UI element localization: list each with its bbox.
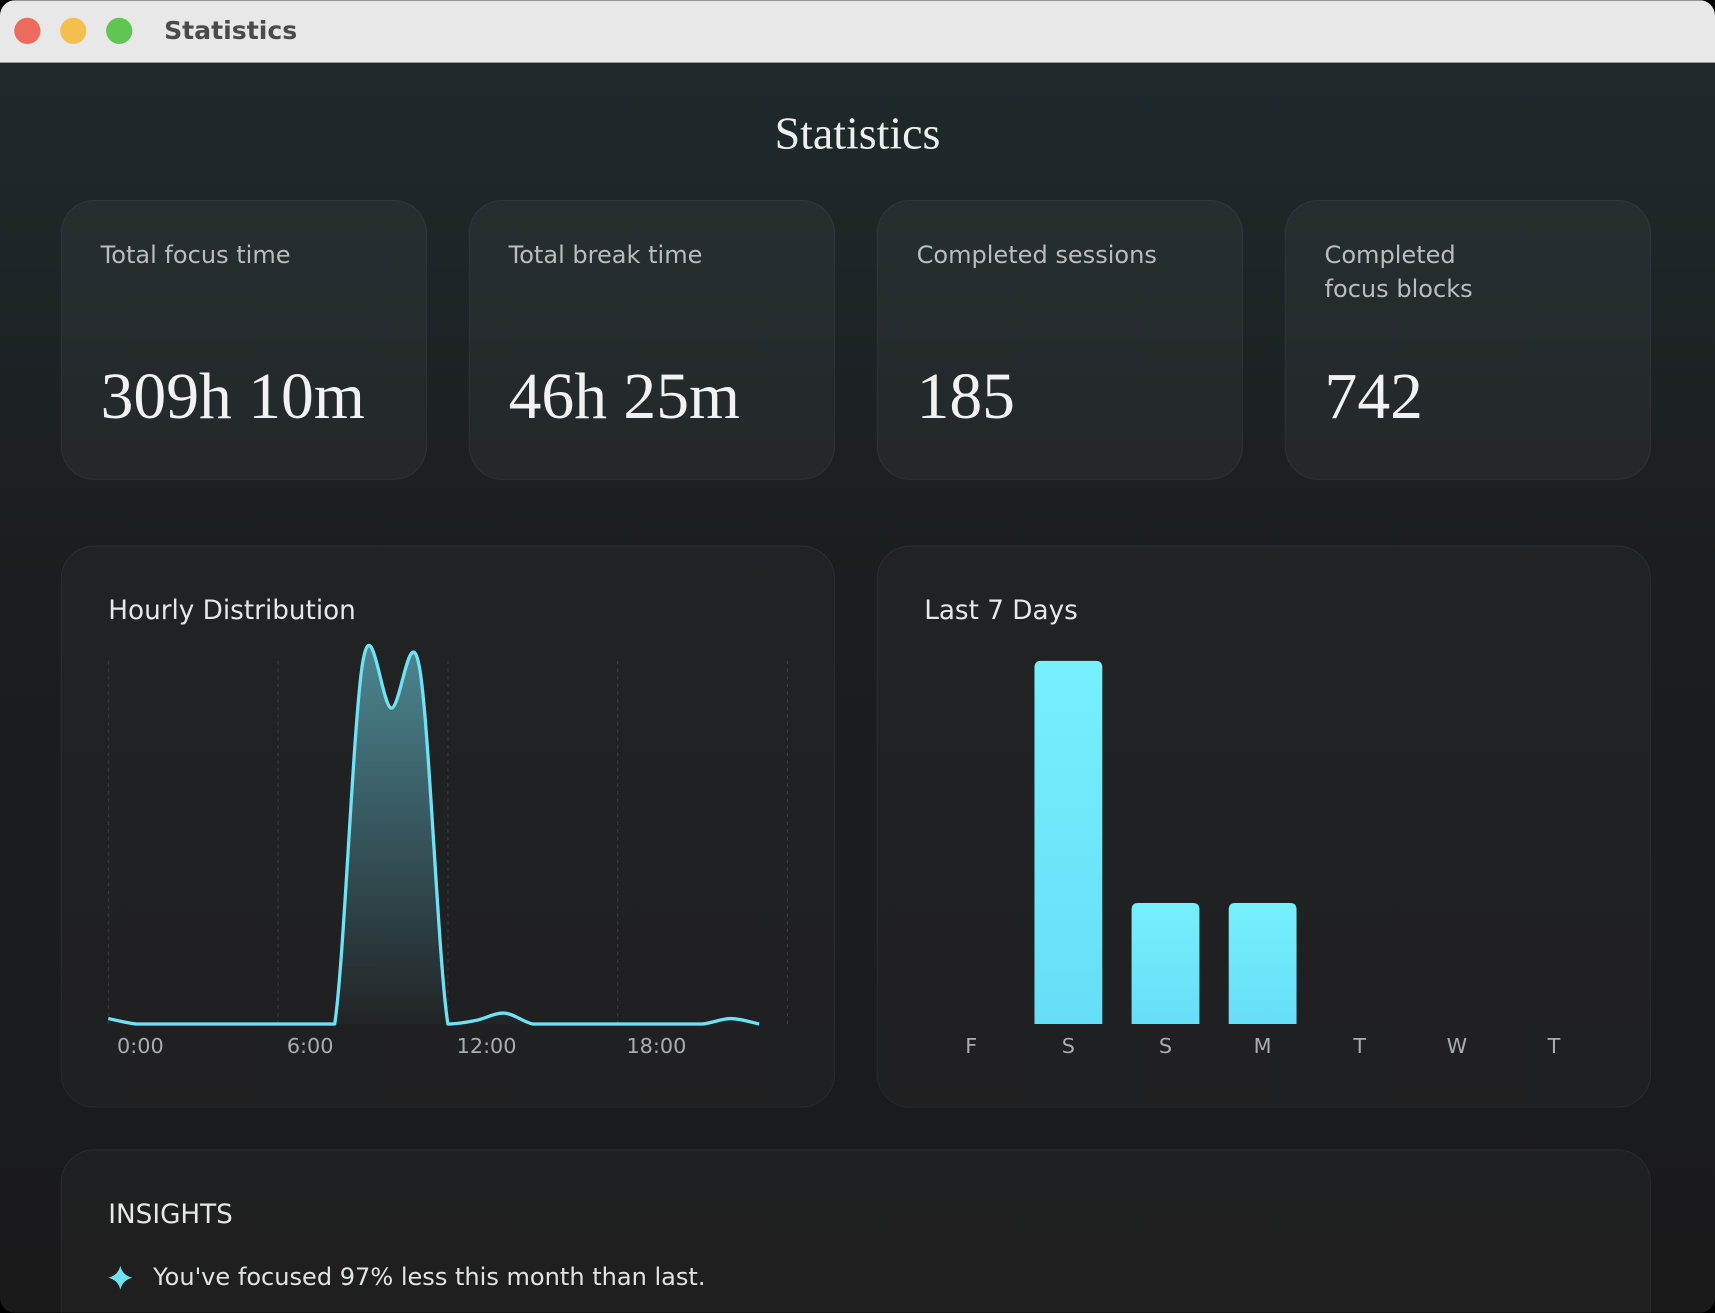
- stat-card: [1284, 199, 1652, 480]
- x-tick-label: M: [1254, 1034, 1272, 1058]
- stat-card: [60, 199, 428, 480]
- window-title: Statistics: [164, 16, 297, 45]
- stat-card: [468, 199, 836, 480]
- x-tick-label: S: [1062, 1034, 1075, 1058]
- x-tick-label: T: [1352, 1034, 1366, 1058]
- x-tick-label: 12:00: [457, 1034, 517, 1058]
- stat-value: 309h 10m: [101, 361, 365, 433]
- chart-title: Hourly Distribution: [108, 596, 356, 626]
- page-title: Statistics: [775, 108, 941, 159]
- insights-title: INSIGHTS: [108, 1200, 233, 1230]
- stat-value: 185: [917, 361, 1015, 433]
- stat-value: 46h 25m: [509, 361, 740, 433]
- insights-panel: [60, 1149, 1652, 1313]
- x-tick-label: 0:00: [117, 1034, 164, 1058]
- stat-label: Completed: [1325, 241, 1456, 269]
- close-button[interactable]: [14, 17, 41, 44]
- x-tick-label: 18:00: [626, 1034, 686, 1058]
- line: [107, 643, 760, 1026]
- weekly-panel: [876, 545, 1652, 1108]
- sparkle-icon: [108, 1265, 133, 1290]
- bar: [1034, 660, 1103, 1024]
- minimize-button[interactable]: [60, 17, 87, 44]
- hourly-panel: [60, 545, 836, 1108]
- x-tick-label: 6:00: [287, 1034, 334, 1058]
- stat-card: [876, 199, 1244, 480]
- insight-text: You've focused 97% less this month than …: [152, 1263, 705, 1291]
- bar: [1228, 902, 1297, 1024]
- stat-label: Total break time: [508, 241, 703, 269]
- x-tick-label: S: [1159, 1034, 1172, 1058]
- title-bar: [0, 0, 1715, 63]
- stat-label: Total focus time: [100, 241, 291, 269]
- x-tick-label: F: [965, 1034, 977, 1058]
- line-area: [108, 645, 760, 1024]
- x-tick-label: T: [1547, 1034, 1561, 1058]
- bar: [1131, 902, 1200, 1024]
- stat-value: 742: [1325, 361, 1423, 433]
- x-tick-label: W: [1447, 1034, 1468, 1058]
- zoom-button[interactable]: [106, 17, 133, 44]
- stat-label: Completed sessions: [917, 241, 1157, 269]
- stat-label: focus blocks: [1325, 275, 1473, 303]
- chart-title: Last 7 Days: [924, 596, 1078, 626]
